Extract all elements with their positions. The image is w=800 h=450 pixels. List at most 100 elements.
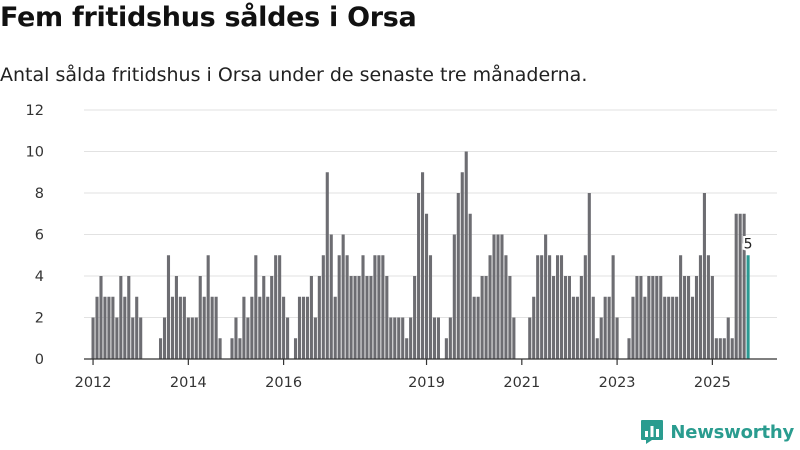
bar — [258, 296, 262, 359]
bar — [742, 213, 746, 359]
bar — [234, 317, 238, 359]
x-tick-label: 2012 — [75, 375, 112, 391]
bar — [734, 213, 738, 359]
bar — [436, 317, 440, 359]
bar — [413, 276, 417, 359]
bar — [210, 296, 214, 359]
x-tick-label: 2021 — [503, 375, 540, 391]
bar-latest — [746, 255, 750, 359]
bar — [111, 296, 115, 359]
y-tick-label: 4 — [35, 269, 44, 285]
bar — [571, 296, 575, 359]
bar — [675, 296, 679, 359]
bar — [238, 338, 242, 359]
bar — [341, 234, 345, 359]
y-tick-label: 6 — [35, 228, 44, 244]
bar — [671, 296, 675, 359]
bar — [337, 255, 341, 359]
bar — [293, 338, 298, 359]
bar — [158, 338, 163, 359]
bar — [242, 296, 246, 359]
bar — [667, 296, 671, 359]
bar — [631, 296, 635, 359]
bar — [107, 296, 111, 359]
bar — [325, 172, 329, 359]
bar — [131, 317, 135, 359]
bar — [460, 172, 464, 359]
bar — [286, 317, 290, 359]
bar — [321, 255, 325, 359]
bar — [186, 317, 190, 359]
bar — [190, 317, 194, 359]
bar — [504, 255, 508, 359]
bar-chart-logo-icon — [641, 420, 664, 444]
bar — [397, 317, 401, 359]
bar — [278, 255, 282, 359]
bar — [345, 255, 349, 359]
y-tick-label: 8 — [35, 186, 44, 202]
x-tick-label: 2019 — [408, 375, 445, 391]
bar — [329, 234, 333, 359]
bar — [353, 276, 357, 359]
bar — [417, 193, 421, 359]
bar — [730, 338, 734, 359]
y-tick-label: 2 — [35, 311, 44, 327]
y-tick-label: 10 — [26, 145, 44, 161]
bar — [611, 255, 615, 359]
bar — [702, 193, 706, 359]
bar — [139, 317, 143, 359]
bar — [679, 255, 683, 359]
chart-title: Fem fritidshus såldes i Orsa — [0, 2, 417, 33]
bar — [214, 296, 218, 359]
bar — [95, 296, 99, 359]
bar — [714, 338, 718, 359]
bar — [694, 276, 699, 359]
bar — [532, 296, 536, 359]
brand-name: Newsworthy — [670, 421, 794, 443]
bar — [687, 276, 691, 359]
bar — [512, 317, 516, 359]
bar — [615, 317, 619, 359]
bar — [544, 234, 548, 359]
bar — [690, 296, 695, 359]
bar — [135, 296, 139, 359]
bar — [484, 276, 488, 359]
bar — [162, 317, 167, 359]
bar — [230, 338, 234, 359]
bar — [492, 234, 496, 359]
bar — [405, 338, 409, 359]
bar — [456, 193, 460, 359]
bar — [683, 276, 687, 359]
bar — [528, 317, 532, 359]
bar — [301, 296, 306, 359]
bar — [393, 317, 397, 359]
bar — [591, 296, 595, 359]
bar — [373, 255, 377, 359]
bar — [480, 276, 484, 359]
bar — [103, 296, 107, 359]
bar — [635, 276, 639, 359]
bar — [552, 276, 556, 359]
bar — [722, 338, 726, 359]
bar — [309, 276, 313, 359]
bar — [123, 296, 127, 359]
y-tick-label: 0 — [35, 352, 44, 368]
bar — [206, 255, 210, 359]
bar — [218, 338, 222, 359]
bar — [659, 276, 663, 359]
bar — [166, 255, 171, 359]
bar — [639, 276, 643, 359]
bar — [563, 276, 568, 359]
bar — [647, 276, 651, 359]
bar — [595, 338, 599, 359]
bar — [599, 317, 603, 359]
bar — [385, 276, 389, 359]
bar — [361, 255, 365, 359]
bar — [452, 234, 456, 359]
bar — [262, 276, 266, 359]
bar — [432, 317, 437, 359]
y-tick-label: 12 — [26, 103, 44, 119]
bar — [548, 255, 552, 359]
bar — [250, 296, 254, 359]
